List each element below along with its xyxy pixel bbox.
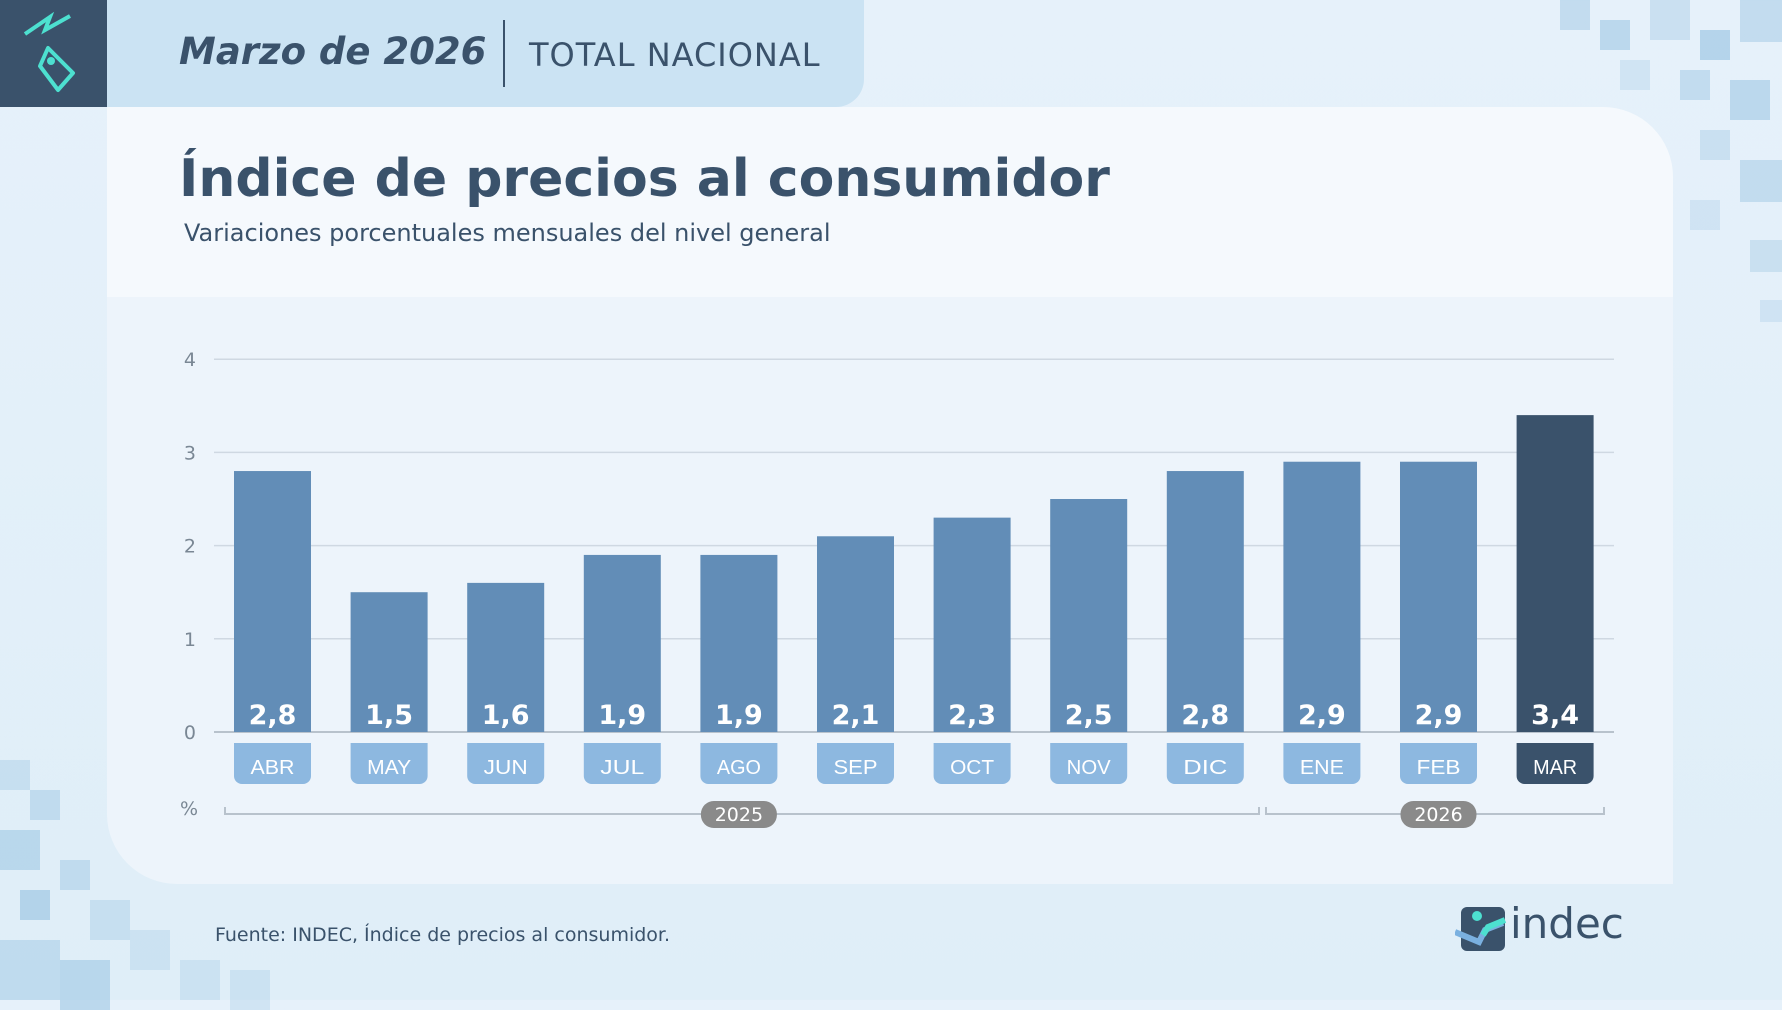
data-label: 2,3: [948, 700, 996, 731]
year-label: 2025: [715, 804, 763, 826]
x-tick-label: FEB: [1417, 757, 1461, 779]
y-tick-label: 2: [184, 536, 196, 558]
bar-ene: [1283, 461, 1361, 732]
region-label: TOTAL NACIONAL: [529, 36, 821, 74]
pixel-square: [1620, 60, 1650, 90]
y-axis-unit: %: [180, 798, 198, 820]
x-tick-label: MAR: [1533, 757, 1577, 779]
data-label: 2,9: [1298, 700, 1346, 731]
chart-subtitle: Variaciones porcentuales mensuales del n…: [184, 219, 831, 247]
header-band: Marzo de 2026 TOTAL NACIONAL: [107, 0, 864, 107]
pixel-square: [90, 900, 130, 940]
month-pill: [583, 743, 661, 784]
data-label: 3,4: [1531, 700, 1579, 731]
x-tick-label: MAY: [367, 757, 411, 779]
pixel-square: [1600, 20, 1630, 50]
indec-logo-text: indec: [1510, 899, 1624, 948]
header-divider: [503, 20, 505, 87]
x-tick-label: NOV: [1067, 757, 1112, 779]
bar-ago: [700, 554, 778, 732]
year-pill: [700, 801, 777, 828]
pixel-square: [1760, 300, 1782, 322]
pixel-square: [0, 760, 30, 790]
pixel-square: [1690, 200, 1720, 230]
data-label: 2,8: [1181, 700, 1229, 731]
bar-may: [350, 592, 428, 732]
x-tick-label: ABR: [251, 757, 295, 779]
x-tick-label: AGO: [717, 757, 761, 779]
bar-sep: [817, 536, 894, 732]
y-tick-label: 0: [184, 722, 196, 744]
data-label: 2,8: [249, 700, 297, 731]
month-pill: [817, 743, 894, 784]
month-pill: [350, 743, 428, 784]
x-tick-label: ENE: [1300, 757, 1344, 779]
bar-nov: [1050, 499, 1128, 732]
pixel-square: [30, 790, 60, 820]
pixel-square: [1740, 0, 1782, 42]
y-tick-label: 4: [184, 349, 196, 371]
pixel-square: [0, 940, 60, 1000]
data-label: 1,5: [365, 700, 413, 731]
pixel-square: [130, 930, 170, 970]
bar-jun: [467, 582, 545, 732]
pixel-square: [180, 960, 220, 1000]
month-pill: [1400, 743, 1477, 784]
month-pill: [933, 743, 1011, 784]
pixel-square: [1740, 160, 1782, 202]
pixel-square: [1650, 0, 1690, 40]
x-tick-label: JUL: [600, 757, 644, 779]
x-tick-label: OCT: [950, 757, 994, 779]
x-tick-label: DIC: [1183, 757, 1227, 779]
y-tick-label: 3: [184, 442, 196, 464]
pixel-square: [1700, 130, 1730, 160]
period-label: Marzo de 2026: [179, 30, 487, 73]
pixel-square: [60, 860, 90, 890]
y-tick-label: 1: [184, 629, 196, 651]
chart-title: Índice de precios al consumidor: [179, 149, 1110, 209]
bar-oct: [933, 517, 1011, 732]
indec-logo-icon: [1455, 907, 1507, 951]
year-label: 2026: [1414, 804, 1462, 826]
pixel-square: [1560, 0, 1590, 30]
bar-mar: [1516, 415, 1594, 732]
card-header: Índice de precios al consumidor Variacio…: [107, 107, 1673, 297]
x-tick-label: SEP: [834, 757, 878, 779]
bar-abr: [234, 471, 311, 732]
month-pill: [234, 743, 311, 784]
pixel-square: [1730, 80, 1770, 120]
pixel-square: [1750, 240, 1782, 272]
data-label: 2,1: [832, 700, 880, 731]
indec-logo: indec: [1455, 899, 1625, 955]
pixel-square: [1700, 30, 1730, 60]
month-pill: [467, 743, 545, 784]
data-label: 1,6: [482, 700, 530, 731]
bar-dic: [1166, 471, 1244, 732]
data-label: 2,5: [1065, 700, 1113, 731]
month-pill: [700, 743, 778, 784]
month-pill: [1283, 743, 1361, 784]
bar-feb: [1400, 461, 1477, 732]
month-pill: [1050, 743, 1128, 784]
x-tick-label: JUN: [484, 757, 528, 779]
data-label: 1,9: [598, 700, 646, 731]
pixel-square: [0, 830, 40, 870]
data-label: 2,9: [1415, 700, 1463, 731]
data-label: 1,9: [715, 700, 763, 731]
pixel-square: [1680, 70, 1710, 100]
year-pill: [1400, 801, 1477, 828]
pixel-square: [20, 890, 50, 920]
source-note: Fuente: INDEC, Índice de precios al cons…: [215, 924, 671, 946]
ipc-icon-tile: [0, 0, 107, 107]
month-pill: [1166, 743, 1244, 784]
bar-jul: [583, 554, 661, 732]
price-tag-icon: [23, 11, 75, 92]
month-pill: [1516, 743, 1594, 784]
